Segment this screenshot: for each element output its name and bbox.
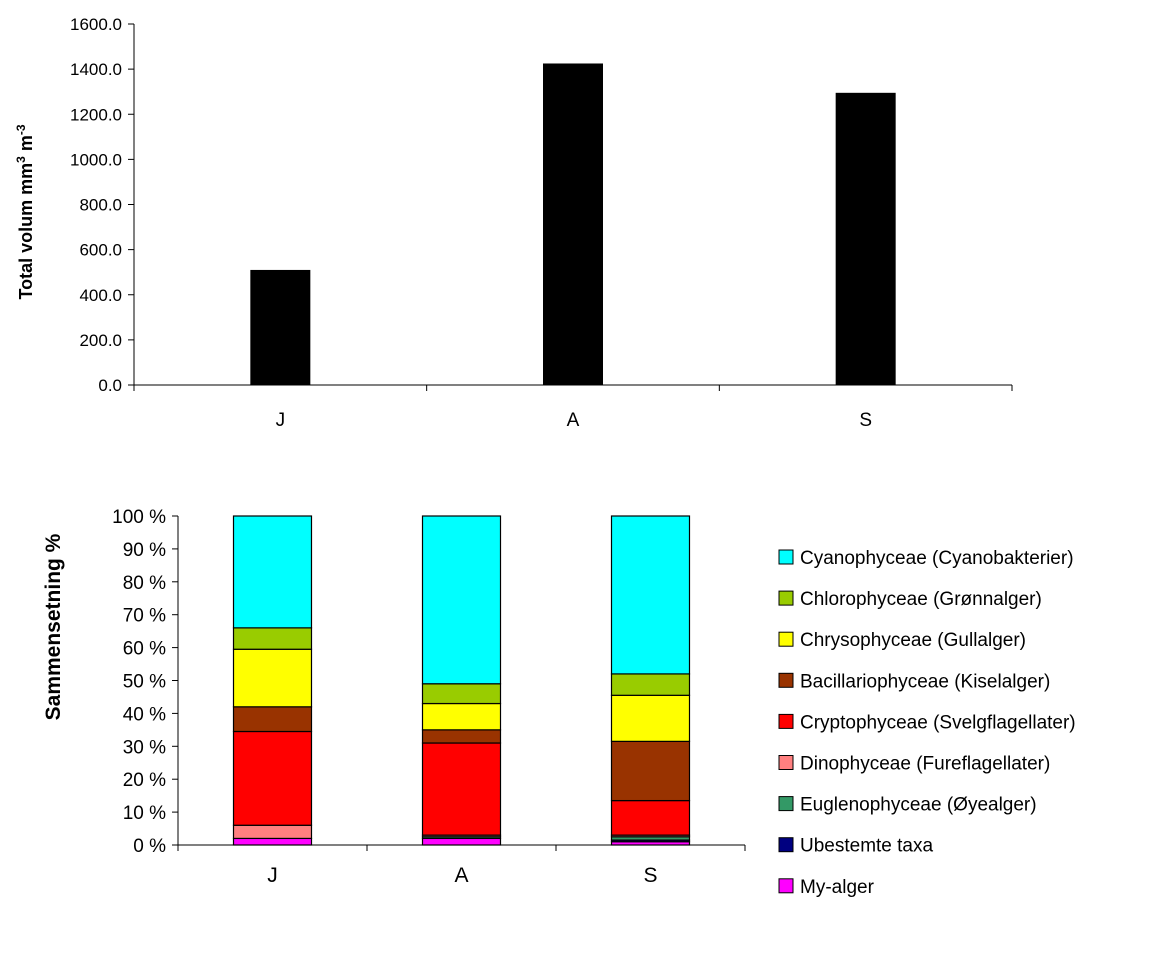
legend-label: Bacillariophyceae (Kiselalger): [800, 671, 1050, 692]
y-axis-title-sup2: -3: [14, 124, 28, 135]
x-tick-label: S: [643, 864, 657, 887]
segment-A: [421, 742, 502, 836]
legend-label: Chlorophyceae (Grønnalger): [800, 589, 1042, 610]
y-tick-label: 0 %: [133, 836, 166, 857]
legend-swatch: [778, 755, 794, 770]
x-tick-label: J: [267, 864, 278, 887]
composition-chart: 0 % 10 % 20 % 30 % 40 % 50 % 60 % 70 % 80 % 90 % 1…: [42, 507, 1076, 898]
legend-swatch: [778, 796, 794, 812]
x-tick-label: A: [567, 410, 580, 431]
axes: [177, 516, 746, 851]
legend-label: Ubestemte taxa: [800, 836, 933, 857]
y-tick-label: 0.0: [98, 376, 122, 395]
bar-S: [835, 92, 896, 386]
y-tick-label: 40 %: [123, 704, 166, 725]
legend-swatch: [778, 549, 794, 565]
segment-A: [421, 702, 502, 731]
y-tick-label: 30 %: [123, 737, 166, 758]
y-tick-label: 1000.0: [70, 150, 122, 169]
legend: Cyanophyceae (Cyanobakterier) Chlorophyce…: [778, 548, 1076, 898]
legend-swatch: [778, 631, 794, 647]
legend-swatch: [778, 713, 794, 729]
legend-swatch: [778, 590, 794, 606]
segment-S: [610, 694, 691, 742]
y-axis-title-sup1: 3: [14, 156, 28, 163]
segment-A: [421, 515, 502, 685]
segment-J: [232, 837, 313, 846]
legend-label: Chrysophyceae (Gullalger): [800, 630, 1026, 651]
y-tick-label: 200.0: [79, 331, 122, 350]
y-tick-label: 1400.0: [70, 60, 122, 79]
y-tick-label: 1200.0: [70, 105, 122, 124]
y-tick-label: 10 %: [123, 803, 166, 824]
y-tick-label: 70 %: [123, 606, 166, 627]
y-axis-title: Sammensetning %: [42, 533, 65, 720]
y-axis-ticks: 0.0 200.0 400.0 600.0 800.0 1000.0 1200.0 1400.…: [70, 15, 134, 395]
segment-J: [232, 706, 313, 733]
total-volume-chart: 0.0 200.0 400.0 600.0 800.0 1000.0 1200.0 1400.…: [14, 15, 1013, 431]
y-tick-label: 20 %: [123, 770, 166, 791]
segment-S: [610, 515, 691, 675]
y-tick-label: 800.0: [79, 196, 122, 215]
legend-swatch: [778, 837, 794, 853]
segment-A: [421, 729, 502, 744]
segment-A: [421, 837, 502, 846]
bar-J: [250, 269, 311, 385]
y-tick-label: 60 %: [123, 639, 166, 660]
y-tick-label: 400.0: [79, 286, 122, 305]
stacked-bars: [232, 515, 691, 846]
y-tick-label: 100 %: [112, 507, 166, 528]
bars: [250, 63, 896, 386]
segment-J: [232, 627, 313, 650]
y-tick-label: 600.0: [79, 241, 122, 260]
y-tick-label: 80 %: [123, 573, 166, 594]
segment-J: [232, 515, 313, 629]
legend-label: Euglenophyceae (Øyealger): [800, 795, 1037, 816]
segment-J: [232, 648, 313, 708]
y-axis-ticks: 0 % 10 % 20 % 30 % 40 % 50 % 60 % 70 % 80 % 90 % 1…: [112, 507, 178, 857]
bar-A: [543, 63, 603, 385]
y-tick-label: 1600.0: [70, 15, 122, 34]
segment-J: [232, 730, 313, 826]
legend-label: My-alger: [800, 877, 875, 898]
x-tick-label: J: [276, 410, 286, 431]
axes: [133, 24, 1013, 391]
legend-swatch: [778, 878, 794, 894]
segment-S: [610, 740, 691, 802]
segment-S: [610, 799, 691, 836]
y-tick-label: 90 %: [123, 540, 166, 561]
x-tick-label: S: [859, 410, 872, 431]
segment-J: [232, 824, 313, 840]
y-axis-title-mid: m: [16, 135, 36, 156]
y-axis-title: Total volum mm3 m-3: [14, 124, 36, 299]
legend-label: Cryptophyceae (Svelgflagellater): [800, 712, 1076, 733]
legend-label: Cyanophyceae (Cyanobakterier): [800, 548, 1074, 569]
legend-swatch: [778, 672, 794, 688]
segment-A: [421, 683, 502, 705]
x-tick-label: A: [454, 864, 468, 887]
y-axis-title-main: Total volum mm: [16, 163, 36, 300]
y-tick-label: 50 %: [123, 672, 166, 693]
legend-label: Dinophyceae (Fureflagellater): [800, 754, 1050, 775]
segment-S: [610, 673, 691, 696]
